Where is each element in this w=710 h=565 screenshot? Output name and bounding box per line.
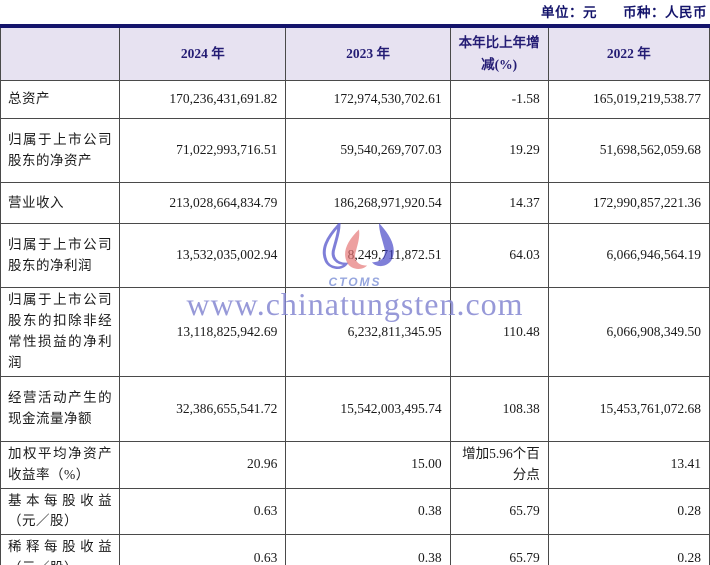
table-row: 稀释每股收益（元／股） 0.63 0.38 65.79 0.28 xyxy=(0,534,710,565)
cell-change: 108.38 xyxy=(449,375,549,442)
cell-2024: 13,118,825,942.69 xyxy=(119,287,287,377)
table-row: 加权平均净资产收益率（%） 20.96 15.00 增加5.96个百分点 13.… xyxy=(0,440,710,489)
column-header-2022: 2022 年 xyxy=(547,25,710,81)
unit-label: 单位：元 xyxy=(541,5,597,20)
cell-2023: 172,974,530,702.61 xyxy=(285,80,451,119)
table-row: 归属于上市公司股东的扣除非经常性损益的净利润 13,118,825,942.69… xyxy=(0,287,710,377)
cell-2022: 13.41 xyxy=(547,440,710,489)
row-label: 基本每股收益（元／股） xyxy=(0,487,121,536)
cell-change: 增加5.96个百分点 xyxy=(449,440,549,489)
cell-2022: 15,453,761,072.68 xyxy=(547,375,710,442)
table-header-row: 2024 年 2023 年 本年比上年增减(%) 2022 年 xyxy=(0,25,710,81)
cell-change: -1.58 xyxy=(449,80,549,119)
cell-2023: 6,232,811,345.95 xyxy=(285,287,451,377)
cell-2022: 6,066,946,564.19 xyxy=(547,223,710,288)
row-label: 经营活动产生的现金流量净额 xyxy=(0,375,121,442)
cell-2022: 165,019,219,538.77 xyxy=(547,80,710,119)
cell-2023: 15.00 xyxy=(285,440,451,489)
cell-2023: 59,540,269,707.03 xyxy=(285,118,451,183)
table-row: 归属于上市公司股东的净资产 71,022,993,716.51 59,540,2… xyxy=(0,118,710,183)
cell-change: 65.79 xyxy=(449,534,549,565)
column-header-2024: 2024 年 xyxy=(119,25,287,81)
cell-change: 110.48 xyxy=(449,287,549,377)
cell-change: 19.29 xyxy=(449,118,549,183)
cell-2022: 0.28 xyxy=(547,534,710,565)
currency-label: 币种：人民币 xyxy=(623,5,707,20)
cell-2022: 51,698,562,059.68 xyxy=(547,118,710,183)
cell-2024: 170,236,431,691.82 xyxy=(119,80,287,119)
cell-2023: 0.38 xyxy=(285,534,451,565)
row-label: 稀释每股收益（元／股） xyxy=(0,534,121,565)
cell-2023: 0.38 xyxy=(285,487,451,536)
cell-2024: 20.96 xyxy=(119,440,287,489)
column-header-2023: 2023 年 xyxy=(285,25,451,81)
cell-2024: 32,386,655,541.72 xyxy=(119,375,287,442)
key-financials-table: 2024 年 2023 年 本年比上年增减(%) 2022 年 总资产 170,… xyxy=(0,24,710,565)
table-row: 总资产 170,236,431,691.82 172,974,530,702.6… xyxy=(0,80,710,119)
cell-2022: 0.28 xyxy=(547,487,710,536)
cell-2024: 0.63 xyxy=(119,534,287,565)
cell-change: 65.79 xyxy=(449,487,549,536)
row-label: 加权平均净资产收益率（%） xyxy=(0,440,121,489)
row-label: 总资产 xyxy=(0,80,121,119)
cell-change: 64.03 xyxy=(449,223,549,288)
cell-2024: 71,022,993,716.51 xyxy=(119,118,287,183)
cell-2023: 186,268,971,920.54 xyxy=(285,182,451,224)
row-label: 归属于上市公司股东的净利润 xyxy=(0,223,121,288)
cell-2022: 172,990,857,221.36 xyxy=(547,182,710,224)
table-row: 基本每股收益（元／股） 0.63 0.38 65.79 0.28 xyxy=(0,487,710,536)
row-label: 营业收入 xyxy=(0,182,121,224)
cell-2023: 8,249,711,872.51 xyxy=(285,223,451,288)
cell-2024: 0.63 xyxy=(119,487,287,536)
cell-2023: 15,542,003,495.74 xyxy=(285,375,451,442)
column-header-blank xyxy=(0,25,121,81)
column-header-change: 本年比上年增减(%) xyxy=(449,25,549,81)
table-row: 归属于上市公司股东的净利润 13,532,035,002.94 8,249,71… xyxy=(0,223,710,288)
table-row: 营业收入 213,028,664,834.79 186,268,971,920.… xyxy=(0,182,710,224)
row-label: 归属于上市公司股东的净资产 xyxy=(0,118,121,183)
cell-2024: 13,532,035,002.94 xyxy=(119,223,287,288)
cell-2024: 213,028,664,834.79 xyxy=(119,182,287,224)
cell-change: 14.37 xyxy=(449,182,549,224)
cell-2022: 6,066,908,349.50 xyxy=(547,287,710,377)
table-row: 经营活动产生的现金流量净额 32,386,655,541.72 15,542,0… xyxy=(0,375,710,442)
unit-currency-line: 单位：元 币种：人民币 xyxy=(541,1,707,21)
row-label: 归属于上市公司股东的扣除非经常性损益的净利润 xyxy=(0,287,121,377)
